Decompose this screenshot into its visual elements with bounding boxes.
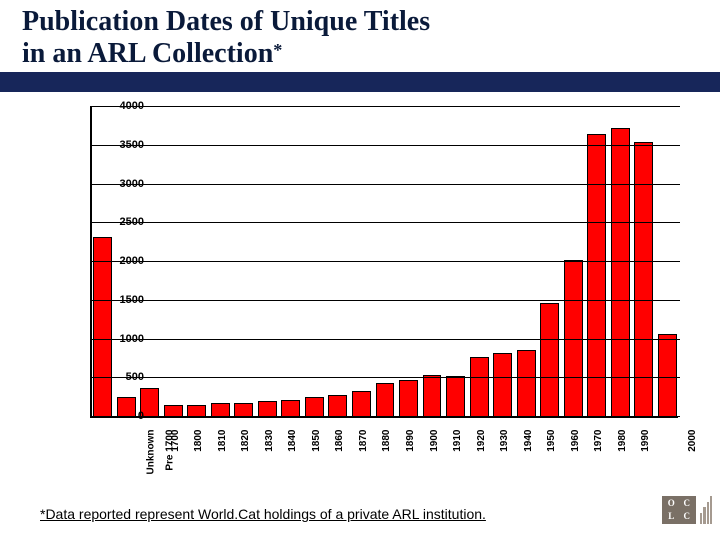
chart-x-tick-label: 1880: [381, 430, 392, 452]
chart-gridline: [90, 261, 680, 262]
chart-x-tick-label: 1700: [170, 430, 181, 452]
chart-y-tick-label: 1000: [92, 333, 144, 345]
bar-chart: UnknownPre 17001700180018101820183018401…: [34, 100, 684, 472]
logo-letter: O: [664, 498, 679, 510]
chart-x-tick-label: 1830: [264, 430, 275, 452]
chart-bar: [611, 128, 630, 416]
chart-x-tick-label: 2000: [687, 430, 698, 452]
chart-bar: [517, 350, 536, 416]
chart-x-tick-label: 1960: [569, 430, 580, 452]
oclc-logo-bars-icon: [700, 496, 712, 524]
chart-y-tick-label: 2500: [92, 216, 144, 228]
chart-x-tick-label: 1800: [193, 430, 204, 452]
chart-x-axis: [90, 416, 678, 418]
chart-bar: [187, 405, 206, 416]
chart-bar: [258, 401, 277, 416]
chart-bar: [328, 395, 347, 416]
chart-x-tick-label: 1990: [640, 430, 651, 452]
chart-bar: [376, 383, 395, 416]
chart-bar: [234, 403, 253, 416]
chart-gridline: [90, 377, 680, 378]
chart-bar: [164, 405, 183, 416]
chart-gridline: [90, 300, 680, 301]
chart-x-tick-label: 1900: [428, 430, 439, 452]
chart-y-tick-label: 2000: [92, 255, 144, 267]
chart-x-tick-label: 1860: [334, 430, 345, 452]
chart-bar: [470, 357, 489, 416]
chart-plot-area: [90, 106, 678, 416]
title-superscript: *: [273, 40, 282, 60]
chart-x-tick-label: 1940: [522, 430, 533, 452]
chart-y-axis: [90, 106, 92, 416]
chart-gridline: [90, 184, 680, 185]
chart-x-tick-label: 1820: [240, 430, 251, 452]
logo-letter: L: [664, 511, 679, 523]
chart-bar: [587, 134, 606, 416]
chart-y-tick-label: 1500: [92, 294, 144, 306]
chart-bar: [211, 403, 230, 416]
chart-bar: [352, 391, 371, 416]
chart-gridline: [90, 106, 680, 107]
chart-x-tick-label: 1980: [616, 430, 627, 452]
chart-bar: [493, 353, 512, 416]
chart-bar: [399, 380, 418, 416]
chart-x-tick-label: 1870: [358, 430, 369, 452]
chart-bar: [446, 376, 465, 416]
title-line1: Publication Dates of Unique Titles: [22, 6, 430, 37]
chart-x-tick-label: 1890: [405, 430, 416, 452]
chart-x-tick-label: 1840: [287, 430, 298, 452]
chart-x-tick-label: 1810: [217, 430, 228, 452]
title-line2: in an ARL Collection: [22, 38, 273, 69]
footnote-text: *Data reported represent World.Cat holdi…: [40, 506, 486, 522]
chart-x-tick-label: 1930: [499, 430, 510, 452]
chart-bar: [658, 334, 677, 416]
chart-bar: [281, 400, 300, 417]
chart-x-tick-label: 1950: [546, 430, 557, 452]
chart-x-tick-label: 1850: [311, 430, 322, 452]
chart-gridline: [90, 145, 680, 146]
chart-title: Publication Dates of Unique Titles in an…: [22, 6, 700, 70]
chart-x-labels: UnknownPre 17001700180018101820183018401…: [90, 420, 678, 472]
chart-x-tick-label: 1910: [452, 430, 463, 452]
slide: Publication Dates of Unique Titles in an…: [0, 0, 720, 540]
chart-x-tick-label: Unknown: [145, 430, 156, 475]
chart-gridline: [90, 339, 680, 340]
logo-letter: C: [680, 511, 695, 523]
logo-letter: C: [680, 498, 695, 510]
title-band: Publication Dates of Unique Titles in an…: [0, 0, 720, 92]
oclc-logo-icon: O C L C: [662, 496, 696, 524]
chart-y-tick-label: 500: [92, 371, 144, 383]
chart-bar: [423, 375, 442, 416]
chart-y-tick-label: 4000: [92, 100, 144, 112]
chart-y-tick-label: 3000: [92, 178, 144, 190]
chart-bar: [305, 397, 324, 416]
chart-x-tick-label: 1920: [475, 430, 486, 452]
chart-y-tick-label: 3500: [92, 139, 144, 151]
chart-bar: [540, 303, 559, 416]
chart-gridline: [90, 222, 680, 223]
chart-x-tick-label: 1970: [593, 430, 604, 452]
